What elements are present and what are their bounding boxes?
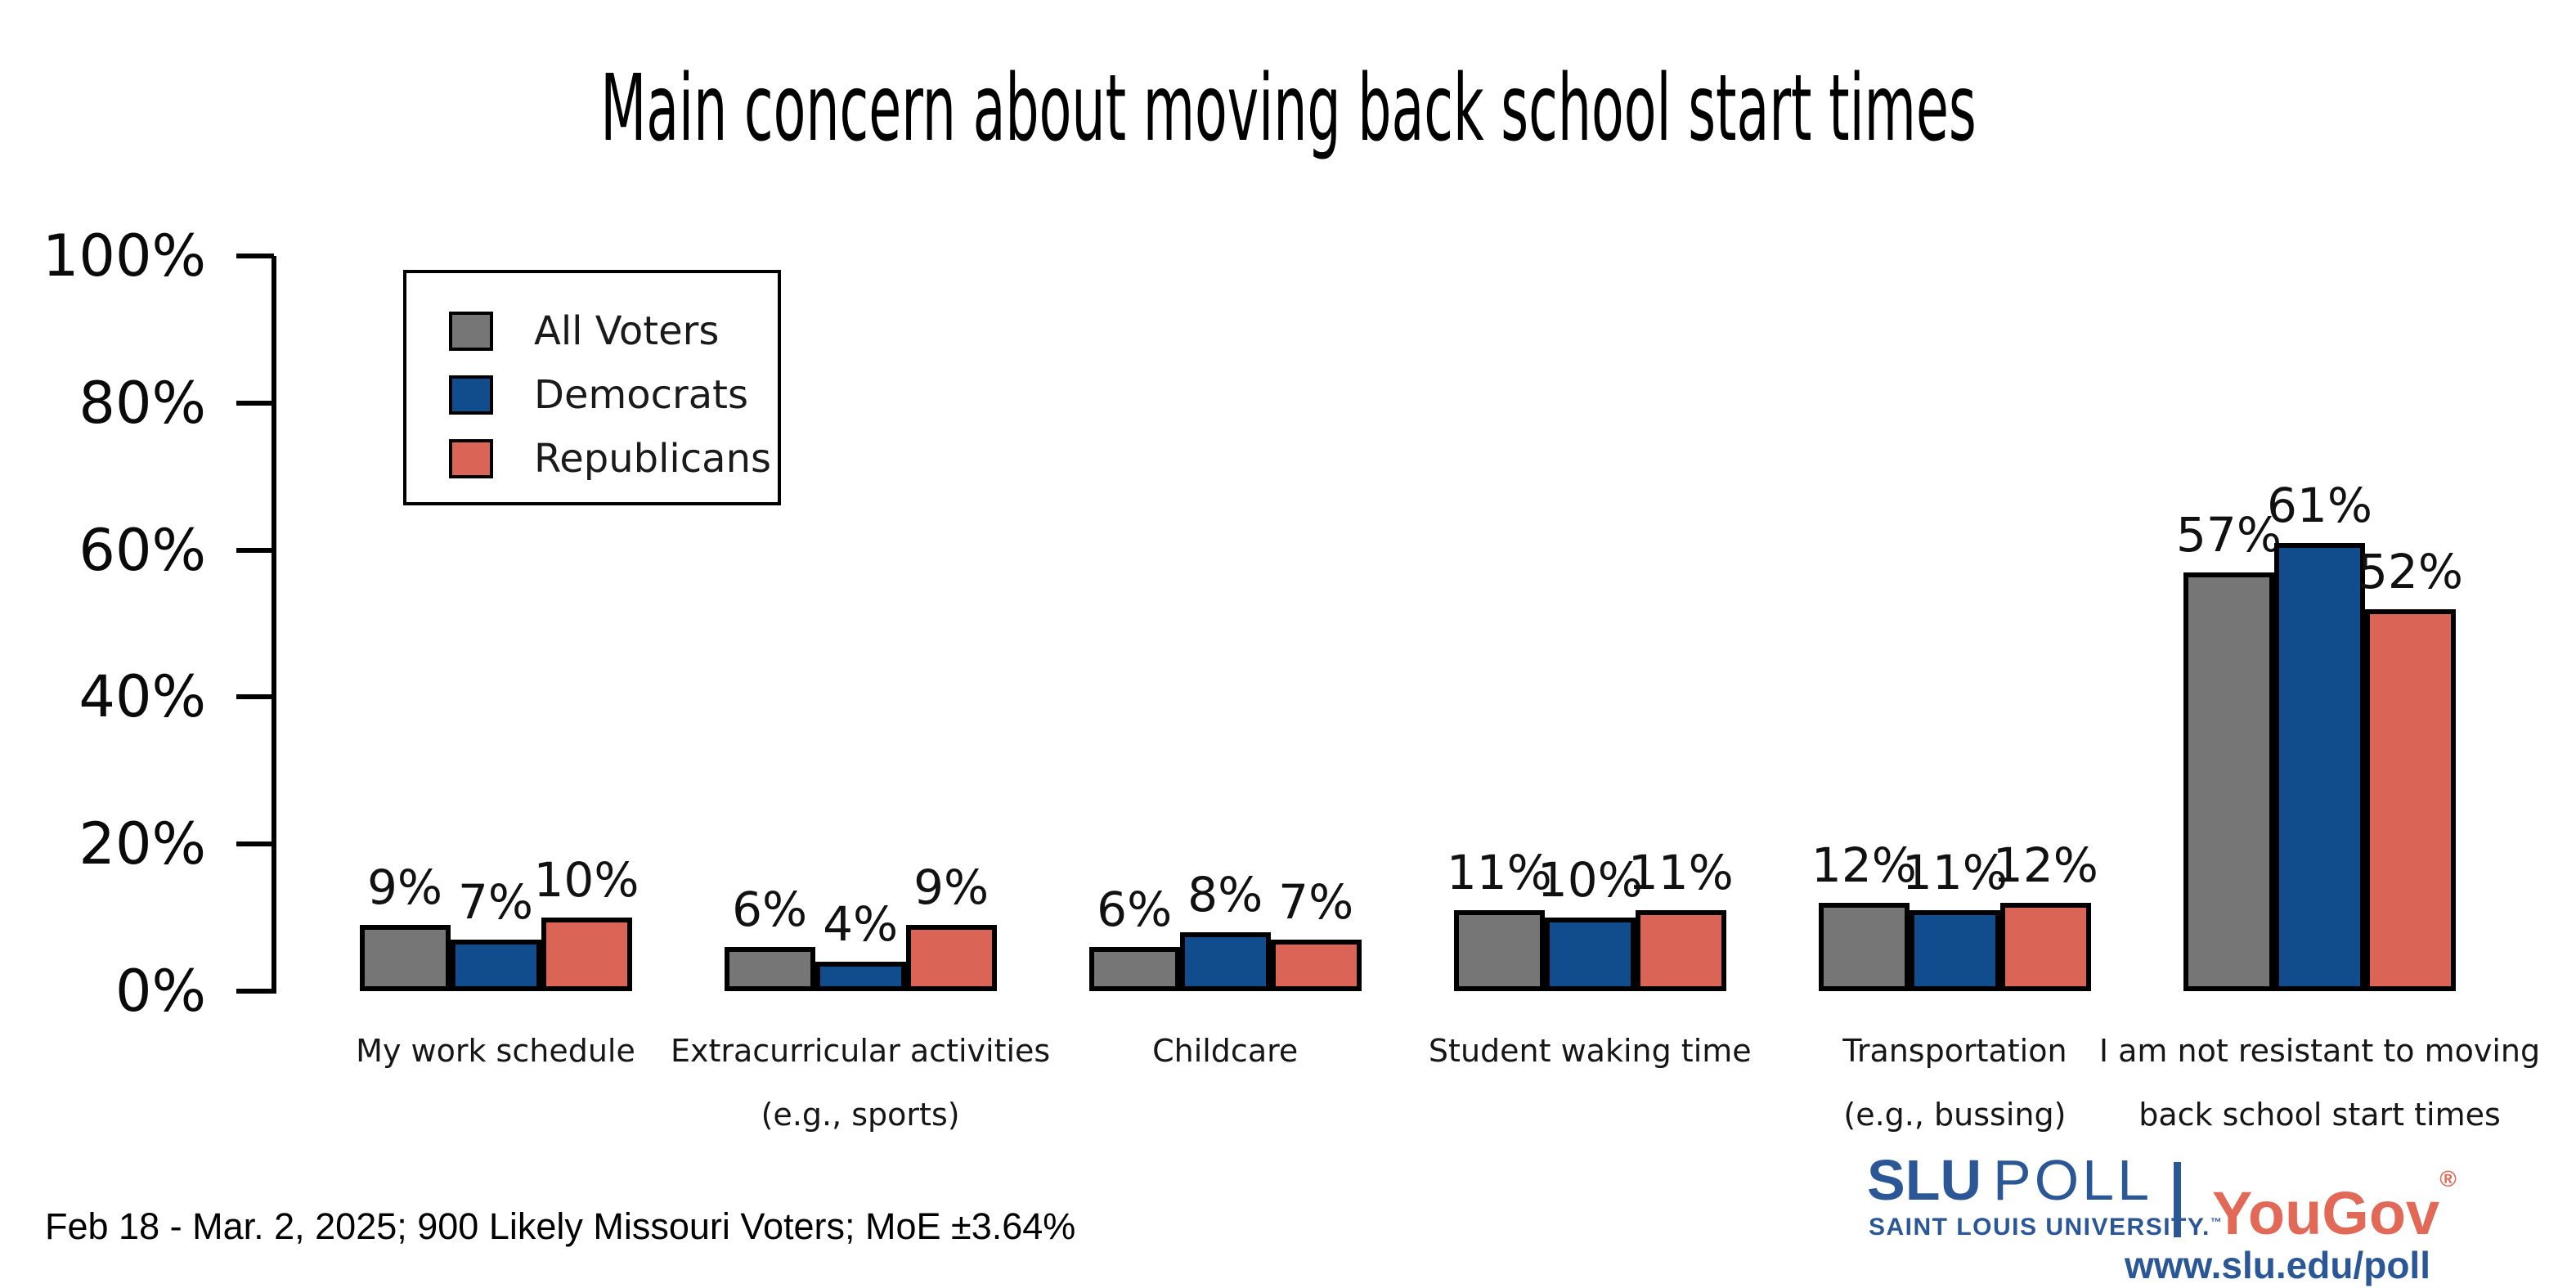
legend-label: All Voters [534,308,720,354]
bar-all-voters [359,925,451,991]
legend-swatch [449,375,493,415]
legend-item-republicans: Republicans [406,427,778,491]
logo-divider [2174,1162,2181,1237]
bar-value-label: 9% [366,859,442,916]
x-category-label: Extracurricular activities (e.g., sports) [582,1019,1138,1147]
bar-democrats [1544,918,1636,991]
x-category-label-line: (e.g., bussing) [1843,1097,2067,1133]
bar-value-label: 57% [2176,506,2282,563]
bar-value-label: 10% [533,852,640,909]
chart-title-text: Main concern about moving back school st… [599,56,1977,162]
slu-university-text: SAINT LOUIS UNIVERSITY. [1869,1214,2210,1241]
y-axis-tick [236,694,274,700]
bar-republicans [905,925,997,991]
trademark-symbol: ™ [2210,1215,2224,1228]
poll-url: www.slu.edu/poll [2125,1244,2430,1286]
slu-logo-strong: SLU [1867,1148,1981,1212]
bar-all-voters [1088,947,1180,991]
slu-poll-logo: SLU POLL [1867,1151,2152,1209]
bar-value-label: 6% [1097,882,1173,938]
legend-swatch [449,439,493,478]
y-axis-tick-label: 80% [79,369,206,437]
bar-republicans [1270,940,1362,991]
x-category-label-line: back school start times [2138,1097,2501,1133]
legend-swatch [449,312,493,351]
x-category-label: I am not resistant to moving back school … [2042,1019,2576,1147]
chart-legend: All Voters Democrats Republicans [403,270,781,505]
bar-value-label: 11% [1627,845,1734,901]
x-category-label-line: Extracurricular activities [670,1033,1051,1069]
bar-republicans [1635,910,1726,991]
bar-value-label: 6% [732,882,808,938]
x-category-label-line: Student waking time [1428,1033,1752,1069]
legend-item-democrats: Democrats [406,363,778,427]
legend-label: Democrats [534,372,748,418]
bar-value-label: 8% [1187,867,1263,923]
bar-value-label: 9% [913,859,990,916]
source-note: Feb 18 - Mar. 2, 2025; 900 Likely Missou… [45,1205,1076,1247]
bar-republicans [541,918,632,991]
bar-value-label: 4% [823,896,899,953]
bar-value-label: 12% [1811,837,1917,894]
bar-value-label: 11% [1446,845,1552,901]
legend-item-all-voters: All Voters [406,299,778,363]
bar-value-label: 10% [1537,852,1643,909]
x-category-label-line: My work schedule [356,1033,635,1069]
bar-democrats [450,940,541,991]
bar-all-voters [1453,910,1545,991]
bar-democrats [2274,542,2365,991]
x-category-label-line: (e.g., sports) [761,1097,960,1133]
bar-republicans [1999,903,2091,991]
y-axis-tick [236,989,274,994]
y-axis-tick [236,254,274,258]
y-axis-tick [236,400,274,406]
bar-democrats [815,962,906,991]
bar-value-label: 11% [1901,845,2008,901]
x-category-label: Transportation (e.g., bussing) [1676,1019,2233,1147]
x-category-label: My work schedule [218,1019,774,1083]
bar-all-voters [724,947,815,991]
y-axis-line [272,256,276,994]
bar-value-label: 52% [2358,543,2463,599]
bar-value-label: 7% [457,874,533,931]
x-category-label: Student waking time [1312,1019,1868,1083]
bar-all-voters [1818,903,1910,991]
yougov-text: YouGov [2212,1179,2440,1247]
y-axis-tick-label: 20% [79,810,206,878]
chart-title: Main concern about moving back school st… [0,47,2576,170]
bar-value-label: 12% [1992,837,2098,894]
slu-university-wordmark: SAINT LOUIS UNIVERSITY.™ [1869,1214,2223,1241]
registered-symbol: ® [2439,1166,2457,1192]
yougov-logo: YouGov® [2212,1166,2457,1248]
x-category-label-line: I am not resistant to moving [2098,1033,2541,1069]
x-category-label: Childcare [947,1019,1503,1083]
bar-value-label: 61% [2267,477,2372,533]
x-category-label-line: Childcare [1152,1033,1299,1069]
y-axis-tick [236,547,274,553]
y-axis-tick-label: 60% [79,516,206,584]
y-axis-tick-label: 40% [79,663,206,731]
x-category-label-line: Transportation [1842,1033,2067,1069]
bar-all-voters [2183,572,2274,991]
y-axis-tick-label: 0% [114,958,206,1025]
y-axis-tick-label: 100% [42,222,206,289]
bar-republicans [2365,608,2456,991]
y-axis-tick [236,841,274,847]
bar-democrats [1179,932,1271,991]
legend-label: Republicans [534,436,771,482]
bar-democrats [1909,910,2000,991]
bar-value-label: 7% [1278,874,1354,931]
slu-logo-rest: POLL [1993,1148,2152,1212]
